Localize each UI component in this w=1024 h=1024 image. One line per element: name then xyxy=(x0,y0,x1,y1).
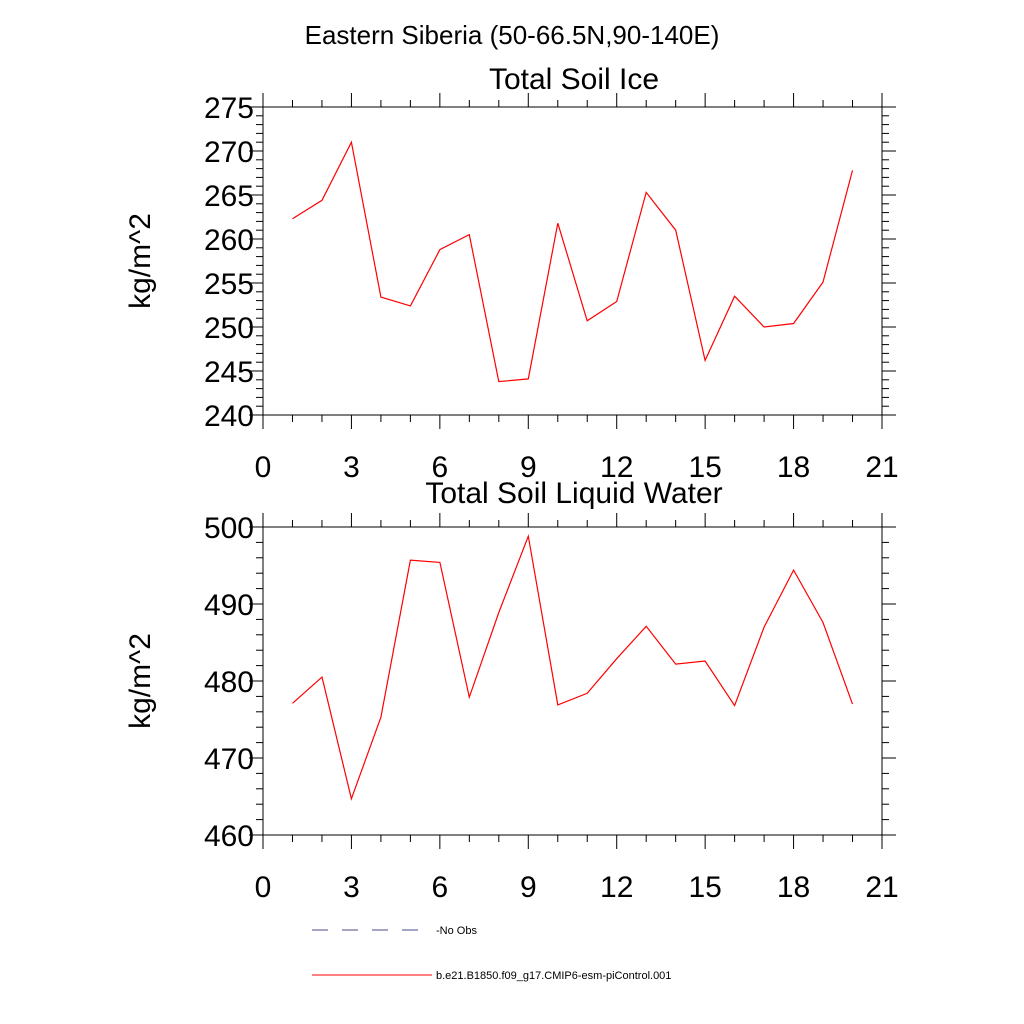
y-tick-label: 245 xyxy=(204,356,254,389)
panel-title-soil-ice: Total Soil Ice xyxy=(489,63,659,96)
y-tick-label: 260 xyxy=(204,224,254,257)
series-line xyxy=(292,140,854,383)
y-tick-label: 255 xyxy=(204,268,254,301)
x-tick-label: 6 xyxy=(432,451,449,484)
panel-total-soil-ice: Total Soil Ice kg/m^2 0 3 6 9 12 15 18 21 240 245… xyxy=(124,63,899,484)
x-tick-label: 15 xyxy=(688,871,721,904)
y-tick-label: 270 xyxy=(204,136,254,169)
x-tick-label: 12 xyxy=(600,871,633,904)
x-tick-label: 21 xyxy=(865,871,898,904)
plot-frame xyxy=(262,106,883,416)
y-axis-label-soil-ice: kg/m^2 xyxy=(124,213,157,309)
x-tick-label: 9 xyxy=(520,451,537,484)
plot-frame xyxy=(262,526,883,836)
x-tick-label: 3 xyxy=(343,871,360,904)
x-tick-label: 12 xyxy=(600,451,633,484)
x-tick-label: 18 xyxy=(777,451,810,484)
y-tick-label: 490 xyxy=(204,589,254,622)
y-tick-label: 480 xyxy=(204,666,254,699)
y-tick-label: 460 xyxy=(204,820,254,853)
series-line xyxy=(292,533,854,801)
x-tick-label: 21 xyxy=(865,451,898,484)
x-tick-label: 18 xyxy=(777,871,810,904)
legend-label-model: b.e21.B1850.f09_g17.CMIP6-esm-piControl.… xyxy=(436,970,671,982)
panel-total-soil-liquid-water: Total Soil Liquid Water kg/m^2 0 3 6 9 12 15 1… xyxy=(124,477,899,904)
panel-title-soil-liquid-water: Total Soil Liquid Water xyxy=(425,477,722,510)
x-tick-label: 9 xyxy=(520,871,537,904)
x-tick-label: 3 xyxy=(343,451,360,484)
y-tick-label: 470 xyxy=(204,743,254,776)
x-tick-label: 0 xyxy=(255,451,272,484)
y-tick-label: 275 xyxy=(204,92,254,125)
x-tick-label: 6 xyxy=(432,871,449,904)
y-tick-label: 240 xyxy=(204,400,254,433)
figure-title: Eastern Siberia (50-66.5N,90-140E) xyxy=(305,20,720,50)
legend: -No Obs b.e21.B1850.f09_g17.CMIP6-esm-pi… xyxy=(312,925,671,982)
y-tick-label: 265 xyxy=(204,180,254,213)
y-tick-label: 500 xyxy=(204,512,254,545)
x-tick-label: 0 xyxy=(255,871,272,904)
x-tick-label: 15 xyxy=(688,451,721,484)
legend-label-no-obs: -No Obs xyxy=(436,925,477,937)
y-tick-label: 250 xyxy=(204,312,254,345)
y-axis-label-soil-liquid-water: kg/m^2 xyxy=(124,633,157,729)
